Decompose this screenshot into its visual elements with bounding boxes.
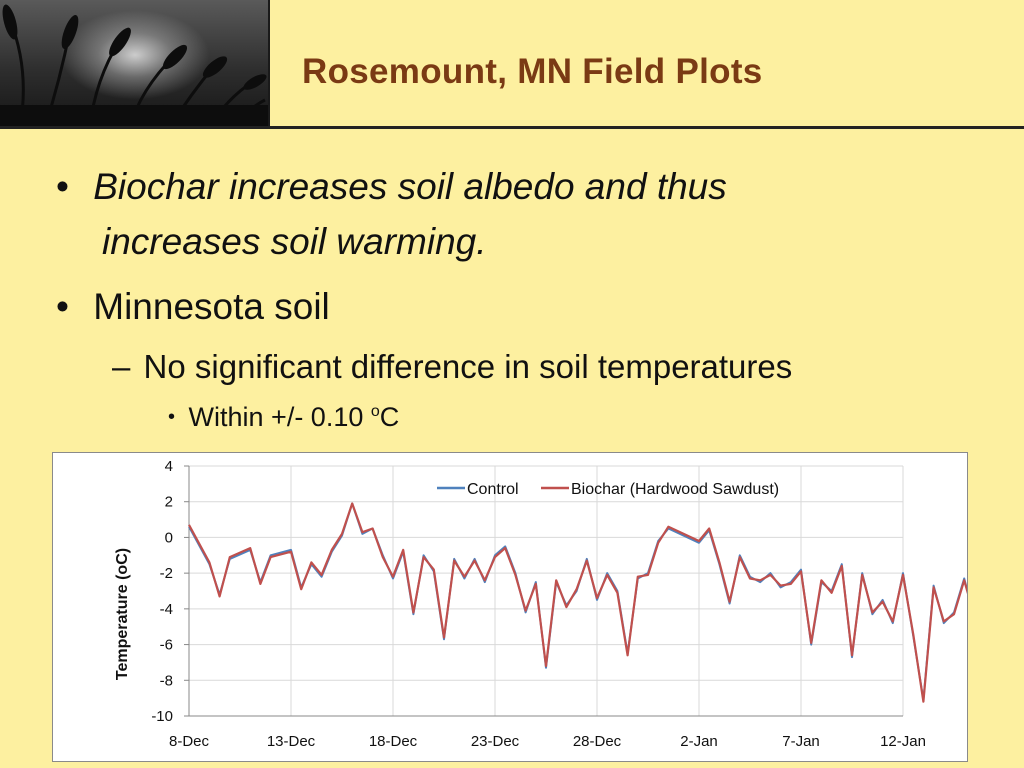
temperature-chart-svg: 4 2 0 -2 -4 -6 -8 -10 8-Dec 13-Dec 18-Dec 23-Dec 28…: [114, 458, 967, 750]
bullet-mark: •: [56, 166, 69, 207]
sub-bullet-1: – No significant difference in soil temp…: [112, 348, 792, 386]
dash-mark: –: [112, 348, 131, 385]
bullet-1-line-2: increases soil warming.: [102, 221, 487, 262]
x-tick-layer: 8-Dec 13-Dec 18-Dec 23-Dec 28-Dec 2-Jan 7-Jan 1…: [169, 733, 926, 750]
y-tick-layer: 4 2 0 -2 -4 -6 -8 -10: [151, 458, 173, 725]
biochar-legend-label: Biochar (Hardwood Sawdust): [571, 481, 779, 498]
y-tick-label: -2: [160, 565, 173, 582]
temperature-chart: 4 2 0 -2 -4 -6 -8 -10 8-Dec 13-Dec 18-Dec 23-Dec 28…: [52, 452, 968, 762]
wheat-silhouette-icon: [0, 4, 270, 127]
biochar-series-line: [188, 502, 967, 703]
bullet-1-line-1: • Biochar increases soil albedo and thus: [56, 166, 727, 208]
sub-sub-bullet-unit: C: [379, 402, 400, 432]
bullet-2: • Minnesota soil: [56, 286, 330, 328]
sub-sub-bullet-1: • Within +/- 0.10 oC: [168, 402, 399, 433]
slide-title: Rosemount, MN Field Plots: [302, 52, 763, 91]
sub-bullet-1-text: No significant difference in soil temper…: [143, 348, 793, 385]
bullet-1-text: Biochar increases soil albedo and thus: [93, 166, 727, 207]
x-tick-label: 12-Jan: [880, 733, 926, 750]
x-tick-label: 28-Dec: [573, 733, 622, 750]
x-tick-label: 8-Dec: [169, 733, 210, 750]
y-tick-label: -4: [160, 601, 173, 618]
x-tick-label: 23-Dec: [471, 733, 520, 750]
header-wheat-photo: [0, 0, 270, 127]
sun-glow: [60, 10, 210, 100]
bullet-2-text: Minnesota soil: [93, 286, 330, 327]
y-tick-label: -8: [160, 672, 173, 689]
bullet-mark: •: [168, 406, 176, 428]
x-tick-label: 18-Dec: [369, 733, 418, 750]
sub-sub-bullet-prefix: Within +/- 0.10: [188, 402, 371, 432]
x-tick-label: 7-Jan: [782, 733, 820, 750]
y-tick-label: -6: [160, 637, 173, 654]
control-legend-label: Control: [467, 481, 519, 498]
legend: Control Biochar (Hardwood Sawdust): [437, 481, 779, 498]
x-tick-label: 2-Jan: [680, 733, 718, 750]
grid-layer: [184, 465, 904, 717]
y-tick-label: 2: [165, 494, 173, 511]
x-tick-label: 13-Dec: [267, 733, 316, 750]
header-rule: [0, 126, 1024, 129]
y-tick-label: 0: [165, 529, 173, 546]
degree-superscript: o: [370, 403, 380, 420]
series-layer: [188, 502, 967, 703]
control-series-line: [188, 502, 967, 701]
y-tick-label: 4: [165, 458, 173, 475]
y-tick-label: -10: [151, 708, 173, 725]
header-divider: [268, 0, 270, 127]
bullet-mark: •: [56, 286, 69, 327]
y-axis-title: Temperature (oC): [114, 548, 131, 680]
